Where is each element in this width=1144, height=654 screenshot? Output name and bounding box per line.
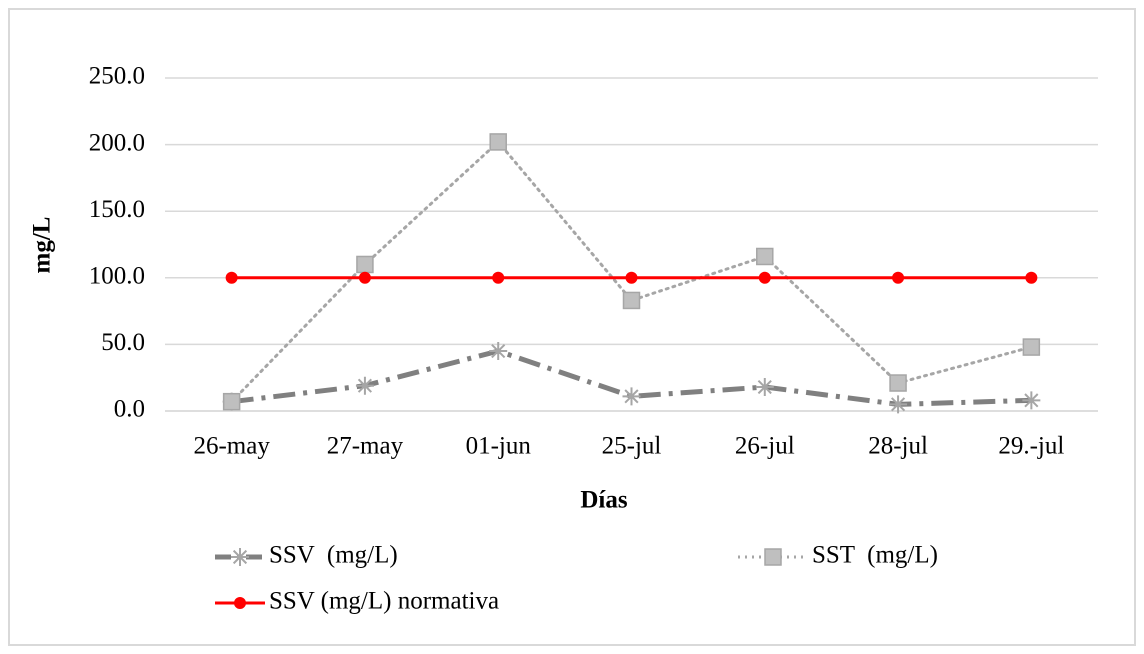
marker <box>764 548 782 566</box>
marker <box>222 392 241 411</box>
x-tick-label: 27-may <box>327 433 404 460</box>
chart-border <box>8 8 1136 646</box>
marker <box>758 271 771 284</box>
x-tick-label: 29.-jul <box>998 433 1064 460</box>
y-tick-label: 50.0 <box>101 329 145 356</box>
marker <box>755 378 774 397</box>
marker <box>489 133 507 151</box>
marker <box>358 271 371 284</box>
x-tick-label: 25-jul <box>602 433 662 460</box>
marker <box>622 387 641 406</box>
legend-label: SSV (mg/L) normativa <box>269 588 499 615</box>
marker <box>625 271 638 284</box>
y-axis-title: mg/L <box>29 217 56 274</box>
legend-label: SST (mg/L) <box>812 542 938 569</box>
legend-label: SSV (mg/L) <box>269 542 398 569</box>
marker <box>234 597 246 609</box>
marker <box>756 247 774 266</box>
x-tick-label: 28-jul <box>868 433 928 460</box>
x-tick-label: 26-jul <box>735 433 795 460</box>
marker <box>492 271 505 284</box>
marker <box>225 271 238 284</box>
y-tick-label: 150.0 <box>89 196 145 223</box>
marker <box>489 342 508 361</box>
marker <box>892 271 905 284</box>
x-axis-title: Días <box>580 487 628 514</box>
marker <box>889 395 908 414</box>
marker <box>355 376 374 395</box>
y-tick-label: 250.0 <box>89 63 145 90</box>
x-tick-label: 01-jun <box>466 433 532 460</box>
y-tick-label: 200.0 <box>89 129 145 156</box>
marker <box>356 255 374 274</box>
marker <box>889 374 907 392</box>
marker <box>622 291 641 310</box>
marker <box>1022 338 1041 356</box>
marker <box>1022 391 1041 410</box>
y-tick-label: 100.0 <box>89 263 145 290</box>
x-tick-label: 26-may <box>193 433 270 460</box>
marker <box>1025 271 1038 284</box>
y-tick-label: 0.0 <box>114 396 145 423</box>
marker <box>231 548 249 566</box>
